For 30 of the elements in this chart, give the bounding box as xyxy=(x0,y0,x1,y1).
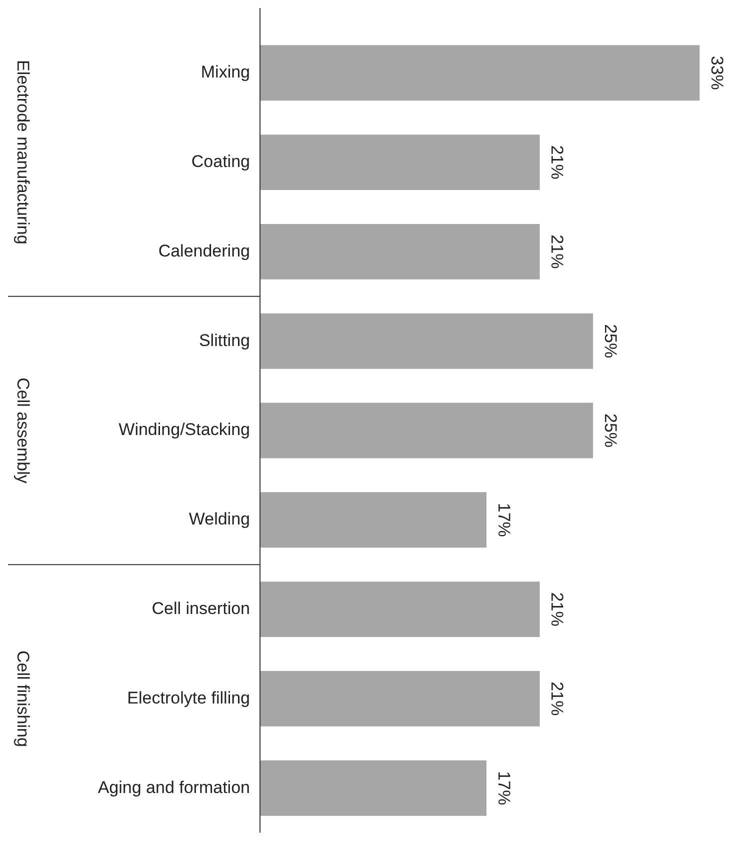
data-label: 33% xyxy=(707,56,726,90)
bar xyxy=(260,134,540,190)
bar xyxy=(260,670,540,726)
bar xyxy=(260,492,486,548)
y-tick-label: Winding/Stacking xyxy=(118,420,250,440)
y-tick-label: Cell insertion xyxy=(152,598,250,618)
data-label: 17% xyxy=(494,502,514,537)
y-tick-label: Aging and formation xyxy=(98,778,250,797)
data-label: 17% xyxy=(494,771,514,806)
bar xyxy=(260,582,540,638)
text: Cell finishing xyxy=(13,650,32,747)
data-label: 25% xyxy=(600,413,620,448)
text: Electrode manufacturing xyxy=(13,60,32,244)
y-tick-label: Calendering xyxy=(158,241,250,260)
bar xyxy=(260,313,594,369)
data-label: 21% xyxy=(548,682,567,716)
text: Cell assembly xyxy=(13,378,32,484)
bar xyxy=(260,224,540,280)
y-tick-label: Mixing xyxy=(200,62,250,82)
bar xyxy=(260,760,486,816)
y-tick-label: Welding xyxy=(188,510,250,529)
data-label: 21% xyxy=(548,592,567,626)
bar xyxy=(260,402,594,458)
y-tick-label: Coating xyxy=(191,152,250,171)
bar xyxy=(260,45,700,101)
data-label: 25% xyxy=(600,324,620,358)
data-label: 21% xyxy=(548,234,567,269)
y-tick-label: Electrolyte filling xyxy=(127,688,250,708)
data-label: 21% xyxy=(548,145,567,180)
y-tick-label: Slitting xyxy=(198,330,250,350)
